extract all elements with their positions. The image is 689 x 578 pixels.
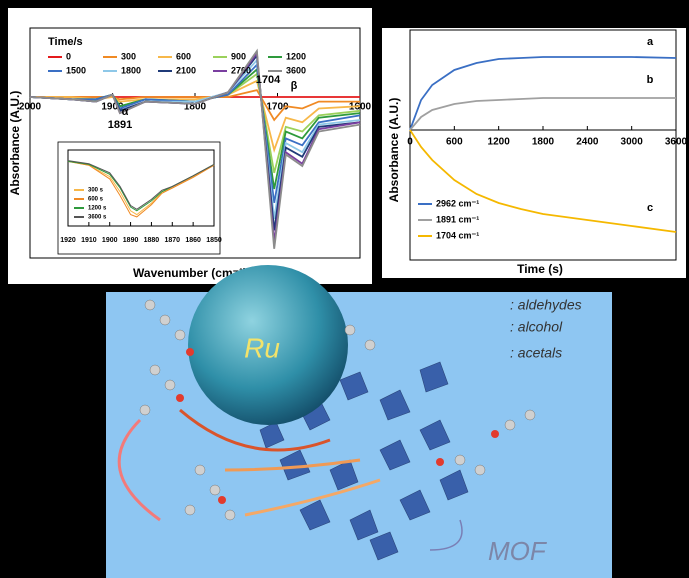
series-line	[409, 56, 677, 131]
annotation: 1891	[108, 119, 132, 131]
y-axis-label: Absorbance (A.U.)	[387, 98, 401, 203]
x-tick-label: 1900	[101, 102, 124, 113]
legend-title: Time/s	[48, 36, 83, 48]
x-tick-label: 1910	[81, 237, 97, 244]
plot-frame	[409, 29, 677, 261]
x-tick-label: 3600	[665, 137, 688, 148]
annotation: β	[291, 80, 298, 92]
oxygen-atoms	[176, 348, 499, 504]
legend-label: 1891 cm⁻¹	[436, 214, 479, 224]
legend-label: 1500	[66, 65, 86, 75]
x-tick-label: 2000	[19, 102, 42, 113]
legend-label: 1704 cm⁻¹	[436, 230, 479, 240]
legend-label: : aldehydes	[510, 297, 582, 313]
ru-sphere	[188, 265, 348, 425]
mof-label: MOF	[488, 536, 548, 566]
x-tick-label: 1870	[164, 237, 180, 244]
arrows	[117, 408, 463, 551]
x-tick-label: 1850	[206, 237, 222, 244]
legend-label: : acetals	[510, 345, 562, 361]
x-axis-label: Wavenumber (cm⁻¹)	[133, 266, 247, 280]
series-line	[67, 160, 215, 218]
legend-label: 2962 cm⁻¹	[436, 198, 479, 208]
legend-label: 3600 s	[88, 215, 107, 221]
ru-label: Ru	[244, 332, 280, 363]
mof-framework	[259, 361, 469, 561]
molecules	[139, 299, 536, 521]
x-tick-label: 1700	[266, 102, 289, 113]
legend-label: 1800	[121, 65, 141, 75]
x-axis-label: Time (s)	[517, 262, 563, 276]
legend-label: 1200	[286, 51, 306, 61]
x-tick-label: 1900	[102, 237, 118, 244]
legend-label: 3600	[286, 65, 306, 75]
legend-label: 900	[231, 51, 246, 61]
x-tick-label: 1890	[123, 237, 139, 244]
legend-label: 0	[66, 51, 71, 61]
x-tick-label: 1200	[488, 137, 511, 148]
x-tick-label: 1880	[144, 237, 160, 244]
legend-label: : alcohol	[510, 319, 563, 335]
plot-frame	[29, 27, 361, 259]
x-tick-label: 1920	[60, 237, 76, 244]
series-line	[67, 160, 215, 210]
legend-label: 1200 s	[88, 206, 107, 212]
inset-box	[57, 141, 221, 255]
annotation: b	[647, 74, 654, 86]
series-line	[29, 48, 361, 249]
legend-label: 2100	[176, 65, 196, 75]
x-tick-label: 1800	[184, 102, 207, 113]
x-tick-label: 1600	[349, 102, 372, 113]
y-axis-label: Absorbance (A.U.)	[8, 91, 22, 196]
legend-label: 300	[121, 51, 136, 61]
annotation: c	[647, 202, 653, 214]
x-tick-label: 1860	[185, 237, 201, 244]
illustration: Ru : aldehydes : alcohol : acetals MOF	[106, 265, 612, 578]
plot-frame	[67, 149, 215, 227]
series-line	[409, 97, 676, 131]
x-tick-label: 600	[446, 137, 463, 148]
series-line	[409, 129, 677, 233]
x-tick-label: 1800	[532, 137, 555, 148]
legend-label: 600 s	[88, 197, 104, 203]
annotation: α	[122, 106, 129, 118]
panel	[382, 28, 686, 278]
annotation: a	[647, 36, 654, 48]
annotation: 1704	[256, 74, 281, 86]
x-tick-label: 2400	[576, 137, 599, 148]
legend-label: 2700	[231, 65, 251, 75]
legend-label: 600	[176, 51, 191, 61]
legend-label: 300 s	[88, 188, 104, 194]
x-tick-label: 3000	[621, 137, 644, 148]
x-tick-label: 0	[407, 137, 413, 148]
